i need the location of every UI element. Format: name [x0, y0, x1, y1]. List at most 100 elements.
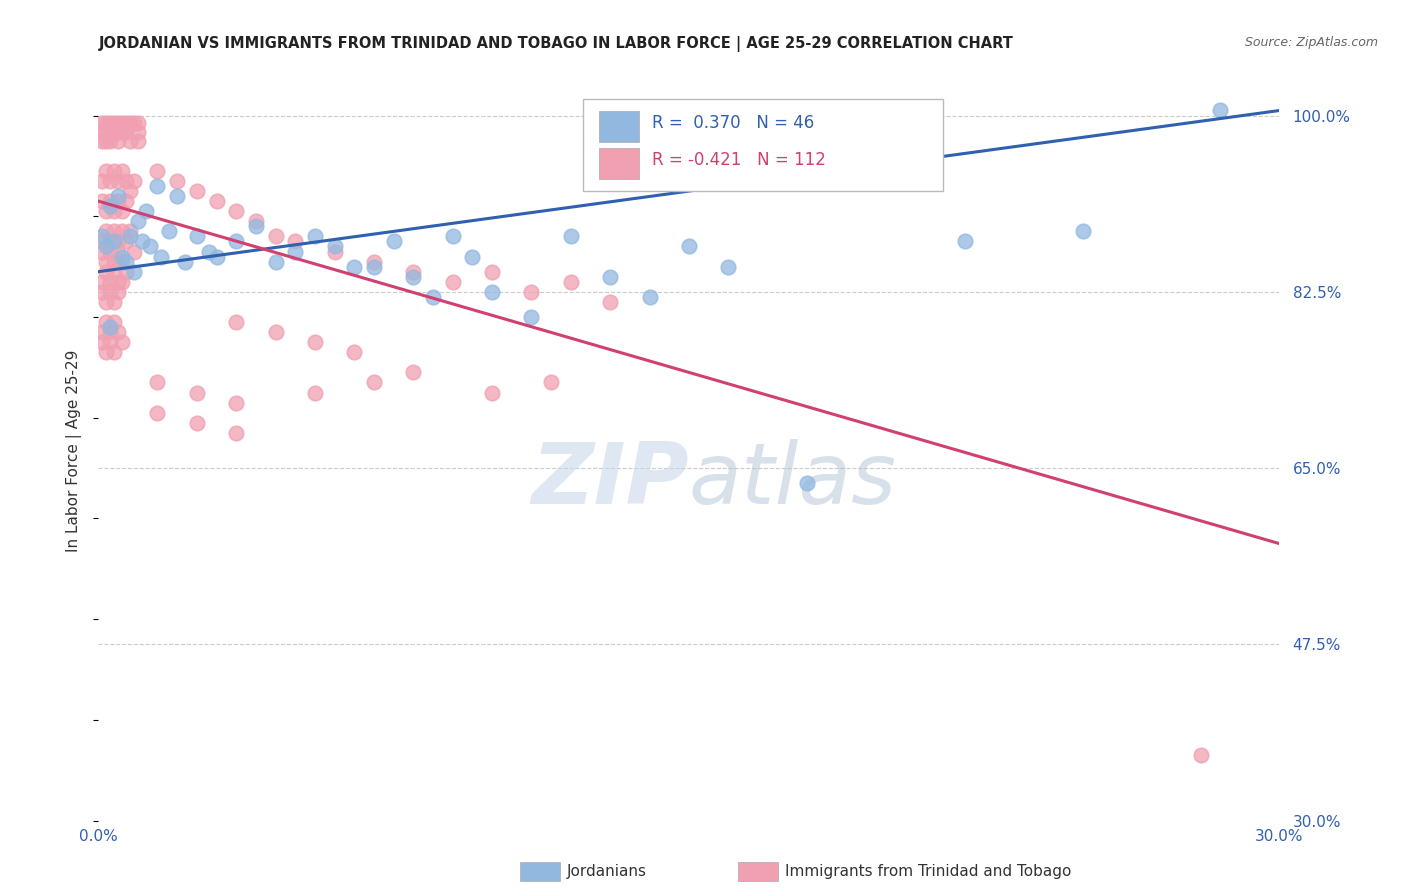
- Point: [96, 265, 118, 279]
- Text: atlas: atlas: [689, 439, 897, 522]
- Point: [111, 204, 134, 219]
- Point: [91, 115, 114, 129]
- Point: [91, 134, 114, 148]
- Point: [197, 244, 219, 259]
- Point: [98, 335, 121, 350]
- Point: [304, 385, 326, 400]
- Point: [103, 164, 125, 178]
- Point: [96, 164, 118, 178]
- Point: [91, 229, 114, 244]
- Point: [284, 244, 307, 259]
- Point: [225, 315, 247, 329]
- Text: R =  0.370   N = 46: R = 0.370 N = 46: [652, 114, 814, 132]
- Point: [98, 115, 121, 129]
- Point: [796, 476, 818, 491]
- Point: [91, 194, 114, 209]
- Point: [1209, 103, 1232, 118]
- Point: [186, 416, 208, 430]
- Point: [150, 250, 173, 264]
- Point: [118, 224, 141, 238]
- Point: [115, 235, 138, 249]
- Point: [245, 214, 267, 228]
- Text: ZIP: ZIP: [531, 439, 689, 522]
- Point: [107, 174, 129, 188]
- Point: [107, 285, 129, 299]
- Point: [122, 115, 145, 129]
- Point: [422, 290, 444, 304]
- Point: [127, 125, 149, 139]
- Point: [118, 184, 141, 198]
- Point: [103, 345, 125, 359]
- Point: [96, 239, 118, 253]
- Point: [98, 325, 121, 339]
- Point: [118, 115, 141, 129]
- Point: [115, 125, 138, 139]
- Point: [127, 134, 149, 148]
- Point: [115, 194, 138, 209]
- Text: R = -0.421   N = 112: R = -0.421 N = 112: [652, 152, 827, 169]
- Point: [146, 376, 169, 390]
- Point: [91, 125, 114, 139]
- Text: JORDANIAN VS IMMIGRANTS FROM TRINIDAD AND TOBAGO IN LABOR FORCE | AGE 25-29 CORR: JORDANIAN VS IMMIGRANTS FROM TRINIDAD AN…: [98, 36, 1014, 52]
- Point: [98, 174, 121, 188]
- Point: [146, 179, 169, 194]
- Point: [111, 275, 134, 289]
- Point: [111, 224, 134, 238]
- Point: [131, 235, 153, 249]
- Point: [103, 315, 125, 329]
- Point: [111, 115, 134, 129]
- Point: [146, 164, 169, 178]
- Text: Immigrants from Trinidad and Tobago: Immigrants from Trinidad and Tobago: [785, 864, 1071, 879]
- Point: [953, 235, 976, 249]
- Point: [1189, 748, 1212, 763]
- Point: [115, 265, 138, 279]
- Point: [107, 125, 129, 139]
- Point: [363, 260, 385, 274]
- Point: [122, 265, 145, 279]
- Point: [98, 285, 121, 299]
- Point: [638, 290, 661, 304]
- Point: [91, 335, 114, 350]
- Point: [127, 214, 149, 228]
- Point: [441, 275, 464, 289]
- Point: [127, 115, 149, 129]
- Point: [122, 244, 145, 259]
- Point: [91, 235, 114, 249]
- Point: [520, 285, 543, 299]
- Point: [107, 189, 129, 203]
- Point: [107, 194, 129, 209]
- Point: [111, 164, 134, 178]
- Point: [186, 385, 208, 400]
- Point: [166, 174, 188, 188]
- Point: [678, 239, 700, 253]
- Point: [138, 239, 160, 253]
- Point: [98, 244, 121, 259]
- Point: [115, 115, 138, 129]
- Point: [166, 189, 188, 203]
- Point: [107, 134, 129, 148]
- Point: [174, 254, 197, 268]
- Point: [402, 365, 425, 379]
- Point: [264, 325, 287, 339]
- Point: [461, 250, 484, 264]
- Point: [343, 345, 366, 359]
- Point: [135, 204, 157, 219]
- Point: [560, 275, 582, 289]
- Point: [402, 265, 425, 279]
- Point: [520, 310, 543, 324]
- Point: [205, 194, 228, 209]
- Point: [98, 199, 121, 213]
- Point: [96, 294, 118, 309]
- Point: [540, 376, 562, 390]
- Point: [111, 250, 134, 264]
- Point: [225, 204, 247, 219]
- Point: [103, 254, 125, 268]
- Point: [98, 320, 121, 334]
- Point: [96, 115, 118, 129]
- Point: [103, 294, 125, 309]
- Point: [103, 235, 125, 249]
- Point: [599, 269, 621, 284]
- Point: [91, 325, 114, 339]
- Point: [225, 235, 247, 249]
- Point: [402, 269, 425, 284]
